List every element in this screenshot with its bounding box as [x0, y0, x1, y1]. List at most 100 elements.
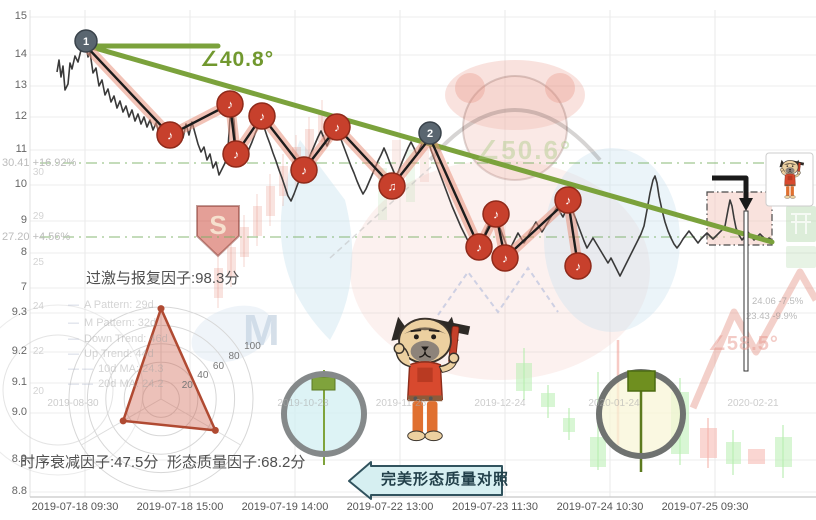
watermark-legend-item: — Down Trend: 46d	[68, 333, 168, 345]
y-axis-label: 15	[14, 10, 27, 22]
callout-label[interactable]: 完美形态质量对照	[381, 471, 510, 488]
magnifier-right[interactable]	[596, 369, 686, 472]
marker-glyph: ♪	[502, 252, 508, 266]
factor-quality-label: 形态质量因子:68.2分	[167, 454, 306, 471]
marker-glyph: ♪	[227, 98, 233, 112]
y-axis-label: 9.1	[11, 376, 27, 388]
note-marker[interactable]: ♪	[156, 121, 184, 149]
y-axis-label: 7	[20, 281, 27, 293]
x-axis-label: 2019-07-18 15:00	[136, 501, 224, 513]
factor-decay-label: 时序衰减因子:47.5分	[20, 454, 159, 471]
factor-overreact-label: 过激与报复因子:98.3分	[86, 270, 240, 287]
note-marker[interactable]: ♪	[323, 113, 351, 141]
y-axis-label: 13	[14, 79, 27, 91]
note-marker[interactable]: ♪	[290, 156, 318, 184]
legend-line-sample: — —	[68, 363, 94, 375]
watermark-level: 30	[32, 167, 44, 178]
legend-line-sample: — —	[68, 378, 94, 390]
x-axis-label: 2019-07-22 13:00	[346, 501, 434, 513]
radar-tick-label: 100	[244, 341, 261, 353]
y-axis-label: 8.9	[11, 453, 27, 465]
watermark-big-letter: M	[243, 306, 280, 355]
legend-item-label: Up Trend: 44d	[84, 348, 154, 360]
x-axis-label: 2019-07-19 14:00	[241, 501, 329, 513]
radar-tick-label: 40	[197, 370, 209, 382]
watermark-shield-letter: S	[209, 210, 226, 240]
radar-chart	[68, 305, 254, 492]
note-marker[interactable]: ♪	[482, 200, 510, 228]
reference-level-label: 30.41 +16.92%	[2, 157, 77, 169]
marker-glyph: 2	[427, 128, 433, 140]
anchor-marker[interactable]: 1	[74, 29, 98, 53]
y-axis-label: 10	[14, 178, 27, 190]
y-axis-label: 12	[14, 110, 27, 122]
watermark-date: 2019-12-24	[474, 398, 526, 409]
legend-item-label: M Pattern: 32d	[84, 317, 157, 329]
trend-angle-label: ∠40.8°	[200, 48, 275, 71]
reference-lines	[40, 162, 772, 238]
watermark-legend-item: — Up Trend: 44d	[68, 348, 154, 360]
legend-line-sample: —	[68, 348, 79, 360]
marker-glyph: ♪	[493, 208, 499, 222]
watermark-right-value: 23.43 -9.9%	[746, 311, 798, 322]
x-axis-label: 2019-07-25 09:30	[661, 501, 749, 513]
radar-tick-label: 20	[181, 380, 193, 392]
watermark-legend-item: — A Pattern: 29d	[68, 299, 154, 311]
x-axis-label: 2019-07-18 09:30	[31, 501, 119, 513]
x-axis-label: 2019-07-24 10:30	[556, 501, 644, 513]
legend-item-label: 20d MA: 24.2	[98, 378, 164, 390]
note-marker[interactable]: ♪	[216, 90, 244, 118]
magnifier-left[interactable]	[281, 370, 367, 465]
y-axis-label: 8	[20, 246, 27, 258]
radar-tick-label: 80	[228, 350, 240, 362]
marker-glyph: ♪	[575, 260, 581, 274]
radar-tick-label: 60	[212, 360, 225, 372]
note-marker[interactable]: ♫	[378, 172, 406, 200]
note-marker[interactable]: ♪	[465, 233, 493, 261]
marker-glyph: 1	[83, 36, 89, 48]
watermark-date: 2019-08-30	[47, 398, 99, 409]
watermark-level: 22	[32, 346, 44, 357]
y-axis-label: 14	[14, 48, 27, 60]
note-marker[interactable]: ♪	[248, 102, 276, 130]
legend-line-sample: —	[68, 317, 79, 329]
watermark-legend-item: — M Pattern: 32d	[68, 317, 156, 329]
note-marker[interactable]: ♪	[222, 140, 250, 168]
legend-item-label: 10d MA: 24.3	[98, 363, 164, 375]
marker-glyph: ♪	[334, 121, 340, 135]
anchor-marker[interactable]: 2	[418, 121, 442, 145]
watermark-right-value: 24.06 -7.5%	[752, 296, 804, 307]
marker-glyph: ♪	[233, 148, 239, 162]
y-axis-label: 9	[20, 214, 27, 226]
watermark-legend-item: — — 10d MA: 24.3	[68, 363, 164, 375]
marker-glyph: ♪	[476, 241, 482, 255]
zigzag-pattern: 1 ♪ ♪ ♪ ♪ ♪ ♪ ♫ 2 ♪ ♪ ♪ ♪ ♪	[74, 29, 592, 280]
magnifiers	[281, 369, 686, 472]
y-axis-label: 9.2	[11, 345, 27, 357]
callout-arrow-bubble[interactable]	[348, 461, 503, 500]
legend-line-sample: —	[68, 299, 79, 311]
legend-line-sample: —	[68, 333, 79, 345]
dog-mascot-icon	[390, 315, 472, 442]
legend-item-label: Down Trend: 46d	[84, 333, 168, 345]
watermark-level: 24	[32, 301, 44, 312]
mascot-card[interactable]	[765, 152, 814, 207]
watermark-legend-item: — — 20d MA: 24.2	[68, 378, 164, 390]
annotations	[348, 152, 814, 500]
watermark-date: 2019-10-28	[277, 398, 329, 409]
reference-level-label: 27.20 +4.56%	[2, 231, 71, 243]
watermark-layer: SM	[0, 60, 816, 478]
note-marker[interactable]: ♪	[554, 186, 582, 214]
legend-item-label: A Pattern: 29d	[84, 299, 154, 311]
watermark-date: 2019-11-26	[375, 398, 427, 409]
note-marker[interactable]: ♪	[491, 244, 519, 272]
note-marker[interactable]: ♪	[564, 252, 592, 280]
y-axis-label: 11	[15, 143, 27, 155]
y-axis-label: 9.3	[11, 306, 27, 318]
watermark-level: 20	[32, 386, 44, 397]
x-axis-label: 2019-07-23 11:30	[451, 501, 539, 513]
watermark-date: 2020-02-21	[727, 398, 779, 409]
watermark-level: 25	[32, 257, 44, 268]
